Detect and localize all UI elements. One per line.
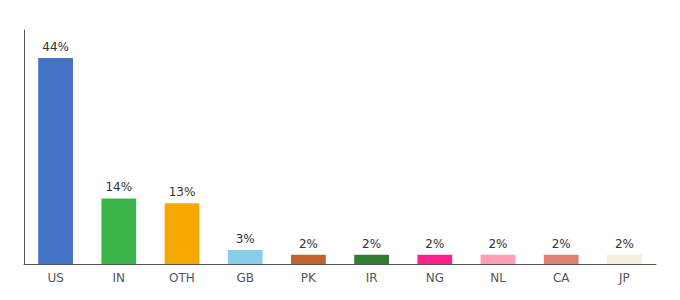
svg-text:14%: 14% (105, 180, 132, 194)
svg-text:JP: JP (618, 271, 630, 285)
svg-text:2%: 2% (299, 237, 318, 251)
svg-text:2%: 2% (425, 237, 444, 251)
svg-text:OTH: OTH (169, 271, 195, 285)
svg-text:NG: NG (426, 271, 444, 285)
svg-text:IR: IR (366, 271, 378, 285)
svg-text:NL: NL (490, 271, 506, 285)
svg-text:2%: 2% (552, 237, 571, 251)
svg-text:CA: CA (553, 271, 570, 285)
svg-text:US: US (47, 271, 63, 285)
svg-text:2%: 2% (362, 237, 381, 251)
svg-text:PK: PK (301, 271, 317, 285)
svg-text:44%: 44% (42, 40, 69, 54)
svg-text:13%: 13% (169, 185, 196, 199)
svg-text:2%: 2% (615, 237, 634, 251)
svg-text:3%: 3% (236, 232, 255, 246)
svg-text:IN: IN (113, 271, 126, 285)
svg-text:2%: 2% (488, 237, 507, 251)
svg-text:GB: GB (236, 271, 254, 285)
